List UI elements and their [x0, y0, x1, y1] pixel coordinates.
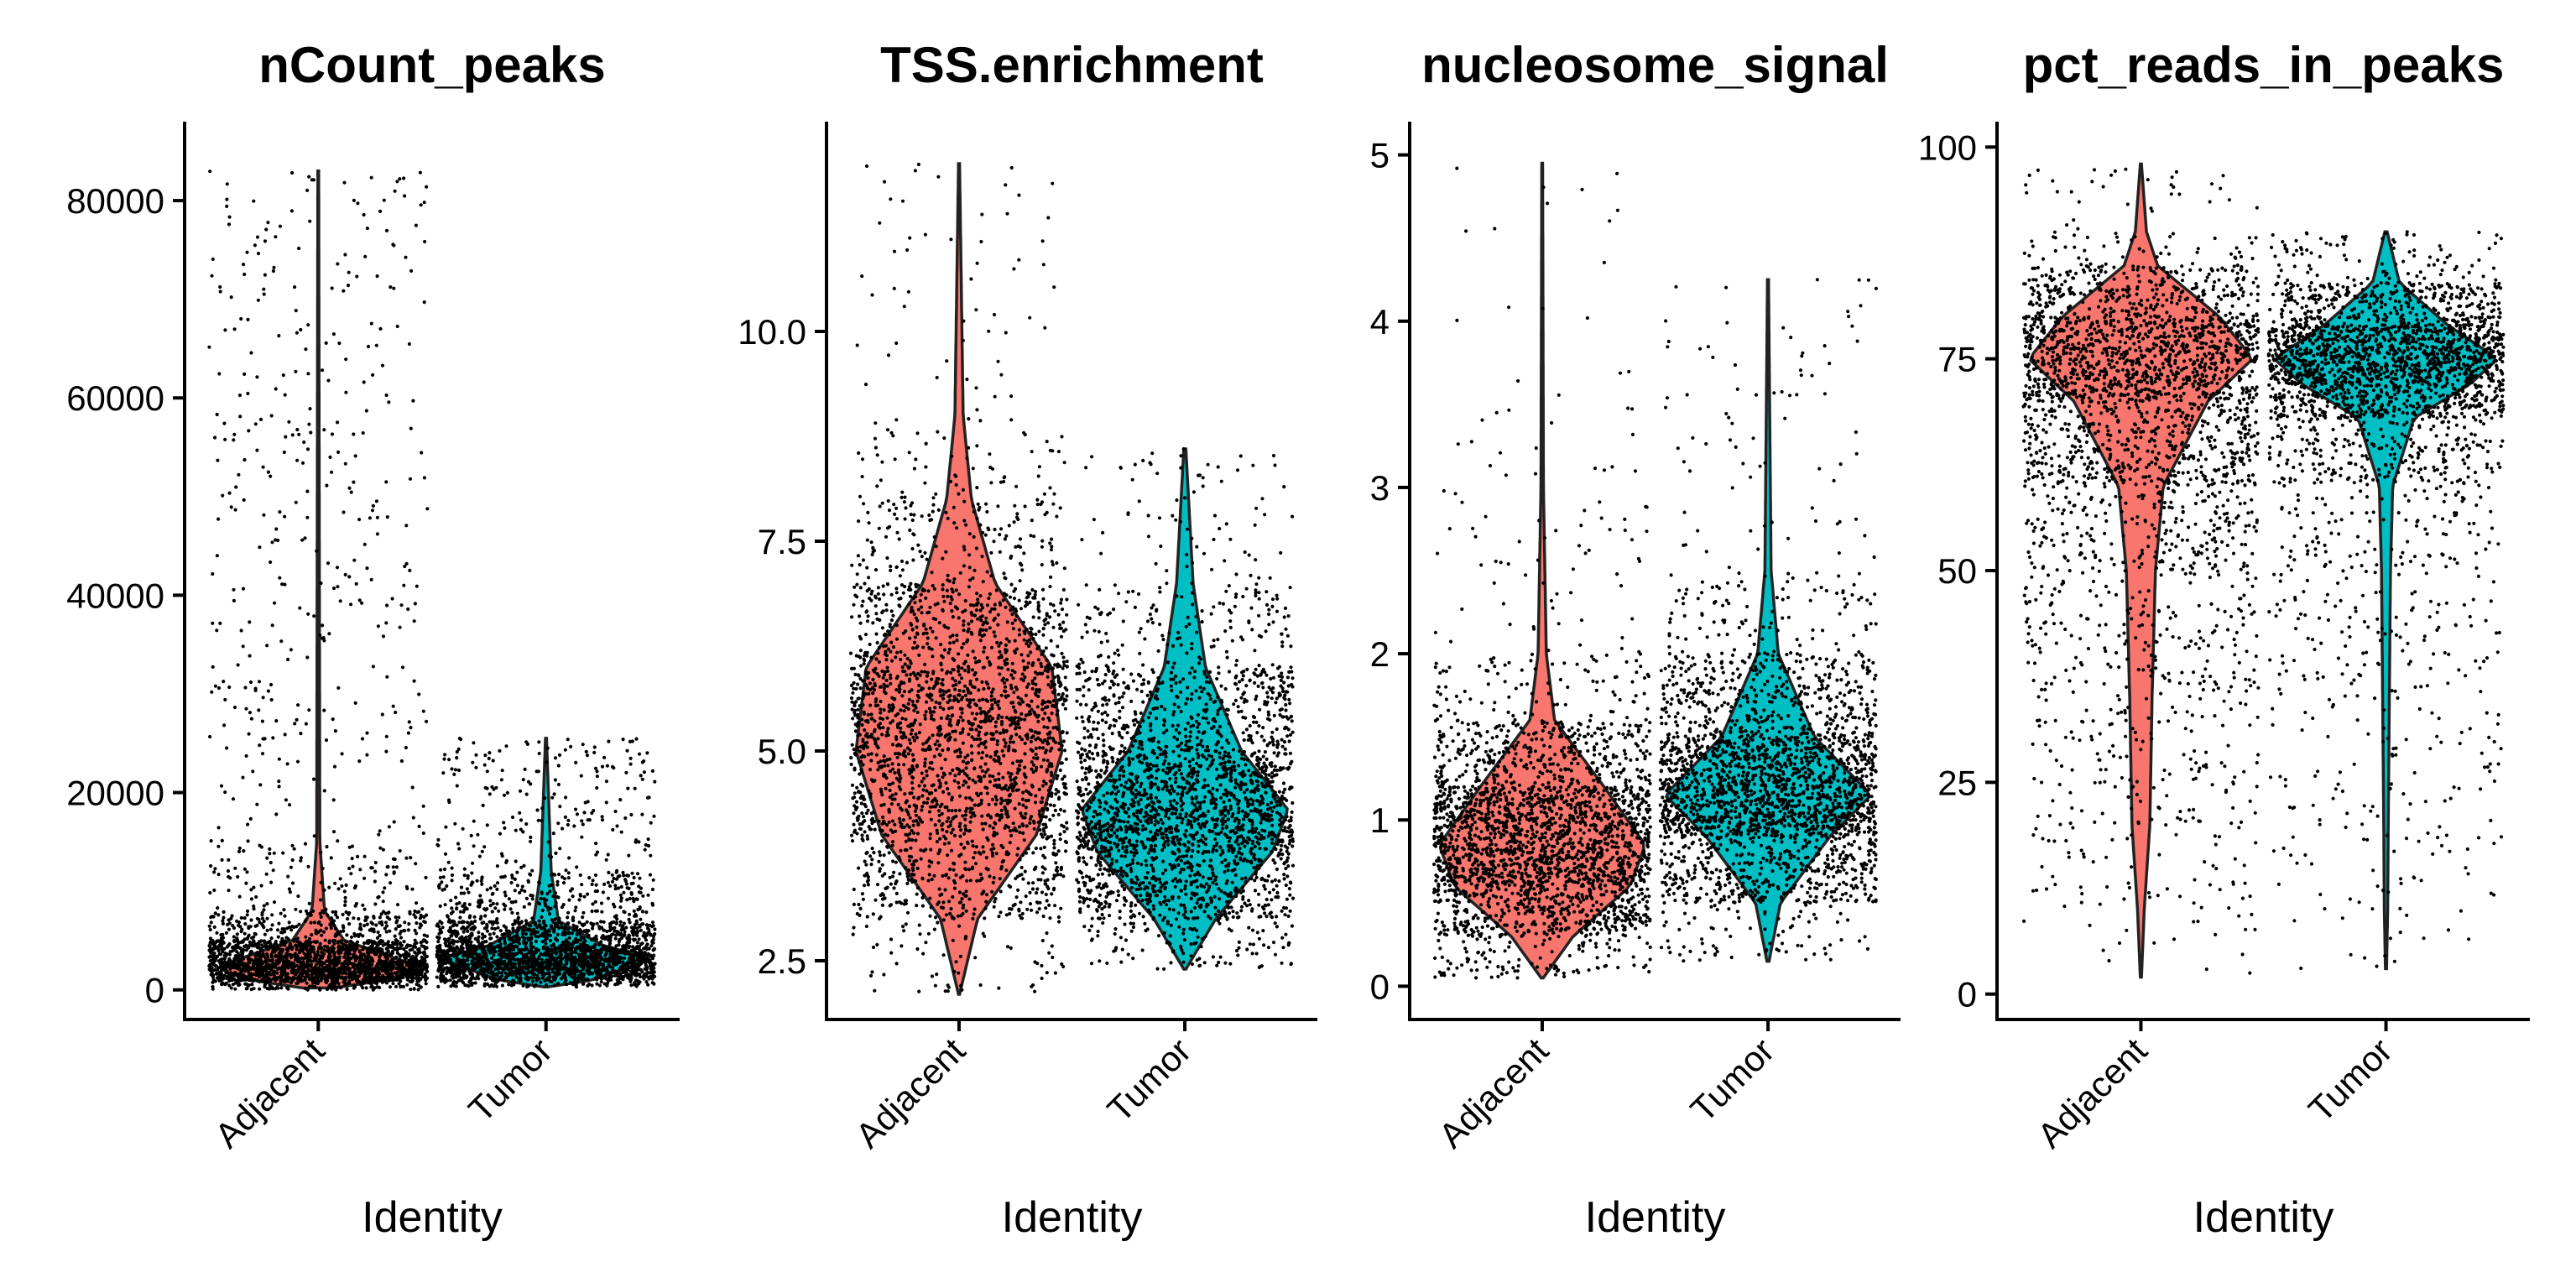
points-adjacent-marks [1431, 166, 1652, 980]
violin-adjacent [854, 162, 1064, 996]
y-tick-label: 10.0 [738, 312, 806, 352]
x-axis-label: Identity [1585, 1193, 1726, 1242]
axis-lines [1995, 122, 2530, 1021]
points-tumor-marks [1658, 278, 1878, 963]
points-tumor-marks [435, 736, 657, 989]
points-tumor [435, 736, 657, 989]
points-tumor-marks [2266, 230, 2506, 971]
axis-lines [825, 122, 1317, 1021]
x-tick-label: Tumor [1099, 1030, 1198, 1129]
y-tick-label: 2 [1370, 634, 1390, 674]
points-adjacent-marks [207, 169, 430, 992]
panel-2: 2.5 5.0 7.5 10.0 Adjacent Tumor TSS.enrichment… [738, 37, 1317, 1242]
axis-lines [183, 122, 680, 1021]
y-tick-label: 0 [1958, 975, 1977, 1014]
y-tick-label: 7.5 [758, 522, 806, 561]
y-tick-label: 3 [1370, 468, 1390, 508]
panel-1: 0 20000 40000 60000 80000 Adjacent Tumor nCount… [66, 37, 680, 1242]
y-tick-label: 4 [1370, 302, 1390, 342]
y-tick-label: 60000 [66, 378, 164, 418]
violin-adjacent [216, 169, 420, 990]
x-tick-label: Tumor [2301, 1030, 2400, 1129]
x-tick-label: Adjacent [848, 1030, 973, 1155]
y-tick-label: 40000 [66, 576, 164, 615]
points-adjacent [848, 162, 1069, 993]
points-adjacent [207, 169, 430, 992]
x-tick-label: Tumor [1682, 1030, 1781, 1129]
y-tick-label: 25 [1937, 763, 1977, 802]
points-adjacent [1431, 166, 1652, 980]
y-tick-label: 2.5 [758, 941, 806, 981]
y-tick-label: 80000 [66, 181, 164, 221]
x-axis-label: Identity [362, 1193, 503, 1242]
y-tick-label: 20000 [66, 774, 164, 813]
x-tick-label: Tumor [461, 1030, 560, 1129]
y-tick-label: 5.0 [758, 732, 806, 771]
panel-title: nucleosome_signal [1421, 37, 1889, 93]
panel-title: pct_reads_in_peaks [2023, 37, 2505, 93]
x-tick-label: Adjacent [2030, 1030, 2155, 1155]
points-adjacent-marks [848, 162, 1069, 993]
y-tick-label: 0 [1370, 967, 1390, 1006]
points-tumor-marks [1075, 447, 1296, 971]
y-tick-label: 100 [1918, 128, 1977, 167]
points-adjacent-marks [2021, 167, 2261, 975]
x-axis-label: Identity [2193, 1193, 2334, 1242]
panel-3: 0 1 2 3 4 5 Adjacent Tumor nucleosome_signal Iden… [1370, 37, 1901, 1242]
y-tick-label: 0 [145, 971, 164, 1010]
panel-title: nCount_peaks [258, 37, 605, 93]
x-tick-label: Adjacent [1431, 1030, 1557, 1155]
axis-lines [1408, 122, 1901, 1021]
y-tick-label: 1 [1370, 800, 1390, 840]
points-tumor [1075, 447, 1296, 971]
panel-title: TSS.enrichment [880, 37, 1264, 93]
violin-adjacent [2029, 162, 2253, 979]
points-adjacent [2021, 167, 2261, 975]
x-tick-label: Adjacent [207, 1030, 332, 1155]
x-axis-label: Identity [1002, 1193, 1143, 1242]
y-tick-label: 75 [1937, 340, 1977, 379]
points-tumor [1658, 278, 1878, 963]
panel-4: 0 25 50 75 100 Adjacent Tumor pct_reads_in_peak… [1918, 37, 2530, 1242]
points-tumor [2266, 230, 2506, 971]
y-tick-label: 5 [1370, 136, 1390, 175]
y-tick-label: 50 [1937, 551, 1977, 591]
